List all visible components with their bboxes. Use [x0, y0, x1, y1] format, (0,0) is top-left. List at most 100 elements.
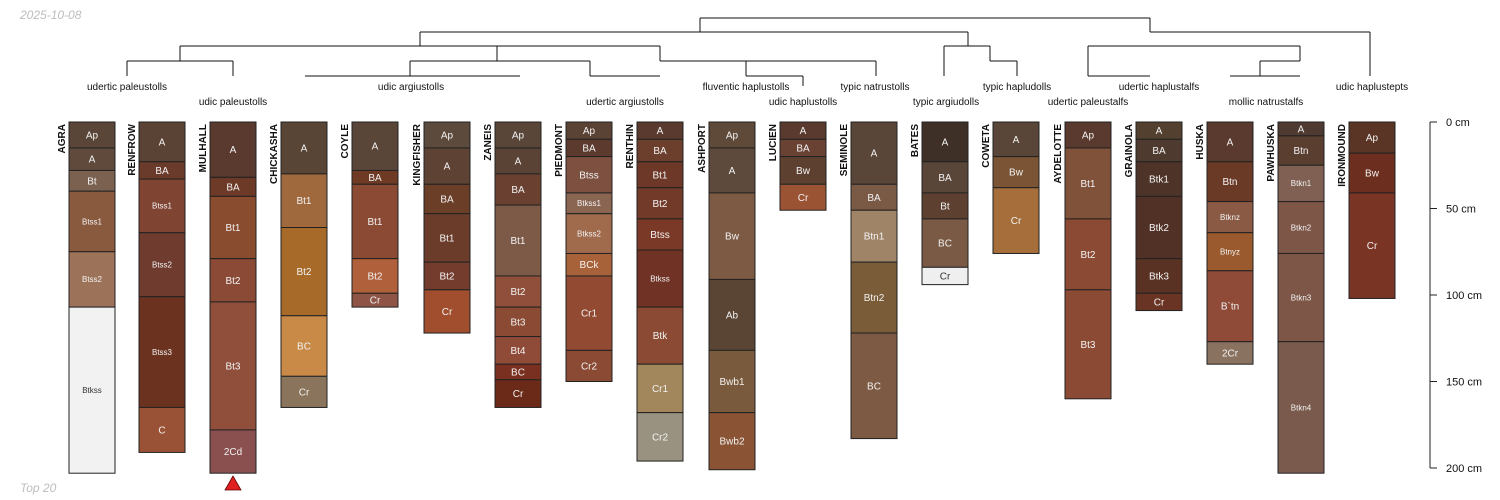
- horizon-label: BA: [440, 194, 454, 205]
- horizon-label: Btn: [1222, 177, 1237, 188]
- horizon-label: Bt1: [1080, 179, 1095, 190]
- horizon-bates-ba: [921, 161, 969, 194]
- horizon-agra-btss1: [68, 190, 116, 253]
- horizon-zaneis-ap: [494, 121, 542, 149]
- horizon-label: Btnyz: [1220, 248, 1240, 257]
- horizon-mulhall-bt3: [209, 301, 257, 431]
- horizon-bates-bt: [921, 192, 969, 220]
- horizon-label: Btk3: [1149, 271, 1169, 282]
- horizon-zaneis-bt2: [494, 275, 542, 308]
- horizon-lucien-bw: [779, 156, 827, 185]
- profile-coyle: A BA Bt1 Bt2 Cr COYLE: [340, 121, 399, 308]
- horizon-mulhall-a: [209, 121, 257, 178]
- horizon-label: Bw: [1009, 168, 1024, 179]
- profile-bates: A BA Bt BC Cr BATES: [910, 121, 969, 286]
- horizon-label: A: [301, 143, 308, 154]
- horizon-label: Cr: [940, 271, 951, 282]
- horizon-label: Ap: [1366, 133, 1379, 144]
- horizon-chickasha-bc: [280, 315, 328, 377]
- horizon-label: Btn2: [864, 293, 885, 304]
- horizon-label: Cr: [513, 389, 524, 400]
- horizon-label: Ap: [726, 130, 739, 141]
- horizon-label: Cr2: [581, 361, 598, 372]
- horizon-renthin-btss: [636, 218, 684, 251]
- horizon-zaneis-ba: [494, 173, 542, 206]
- profile-ashport: Ap A Bw Ab Bwb1 Bwb2 ASHPORT: [697, 121, 756, 471]
- horizon-coyle-bt2: [351, 258, 399, 294]
- horizon-label: A: [372, 142, 379, 153]
- group-label: mollic natrustalfs: [1229, 97, 1303, 108]
- horizon-agra-btss2: [68, 251, 116, 308]
- profile-name: GRAINOLA: [1124, 124, 1135, 177]
- horizon-piedmont-btkss2: [565, 213, 613, 254]
- horizon-label: A: [1156, 126, 1163, 137]
- horizon-label: Bt2: [367, 271, 382, 282]
- horizon-renthin-bt2: [636, 187, 684, 220]
- horizon-label: Bt1: [296, 196, 311, 207]
- horizon-label: Btkn2: [1291, 223, 1312, 232]
- horizon-label: BC: [938, 239, 952, 250]
- horizon-kingfisher-ap: [423, 121, 471, 149]
- axis-tick-label: 50 cm: [1446, 204, 1476, 216]
- horizon-seminole-btn2: [850, 261, 898, 334]
- horizon-label: A: [657, 126, 664, 137]
- horizon-label: A: [1013, 135, 1020, 146]
- horizon-label: Cr: [299, 387, 310, 398]
- horizon-label: Bt2: [510, 287, 525, 298]
- horizon-agra-btkss: [68, 306, 116, 474]
- horizon-label: B`tn: [1221, 301, 1239, 313]
- horizon-label: Bt1: [367, 217, 382, 228]
- horizon-label: Cr: [1367, 241, 1378, 252]
- horizon-kingfisher-a: [423, 147, 471, 185]
- horizon-piedmont-cr2: [565, 349, 613, 382]
- horizon-bates-cr: [921, 266, 969, 286]
- horizon-huska-btn: [1206, 161, 1254, 203]
- horizon-label: Btkn4: [1291, 403, 1312, 412]
- horizon-label: Btkss2: [577, 229, 602, 238]
- profile-name: AGRA: [57, 124, 68, 153]
- horizon-label: BA: [511, 185, 525, 196]
- horizon-aydelotte-bt1: [1064, 147, 1112, 220]
- horizon-grainola-btk3: [1135, 258, 1183, 294]
- horizon-renthin-cr2: [636, 412, 684, 462]
- horizon-label: Bt1: [652, 170, 667, 181]
- horizon-label: 2Cd: [224, 447, 242, 458]
- horizon-label: A: [515, 156, 522, 167]
- dendrogram: [126, 17, 1371, 86]
- horizon-coweta-cr: [992, 187, 1040, 254]
- horizon-lucien-cr: [779, 183, 827, 211]
- profile-kingfisher: Ap A BA Bt1 Bt2 Cr KINGFISHER: [412, 121, 471, 334]
- footer-label: Top 20: [20, 481, 57, 495]
- horizon-renfrow-a: [138, 121, 186, 163]
- profile-name: BATES: [910, 124, 921, 157]
- horizon-label: Btss: [650, 230, 669, 241]
- group-label: udic paleustolls: [199, 97, 267, 108]
- horizon-coweta-bw: [992, 156, 1040, 189]
- date-label: 2025-10-08: [20, 8, 82, 22]
- profile-name: HUSKA: [1195, 124, 1206, 160]
- horizon-zaneis-cr: [494, 379, 542, 408]
- profile-seminole: A BA Btn1 Btn2 BC SEMINOLE: [839, 121, 898, 440]
- horizon-label: Btss2: [152, 261, 173, 270]
- horizon-aydelotte-bt2: [1064, 218, 1112, 291]
- profile-agra: Ap A Bt Btss1 Btss2 Btkss AGRA: [57, 121, 116, 474]
- profile-chickasha: A Bt1 Bt2 BC Cr CHICKASHA: [269, 121, 328, 408]
- horizon-zaneis-bt4: [494, 336, 542, 365]
- axis-tick-label: 200 cm: [1446, 463, 1482, 475]
- truncation-marker: [224, 475, 242, 491]
- profile-name: COWETA: [981, 124, 992, 168]
- profile-name: IRONMOUND: [1337, 124, 1348, 187]
- horizon-pawhuska-btn: [1277, 135, 1325, 166]
- axis-tick-label: 0 cm: [1446, 117, 1470, 129]
- horizon-label: Ab: [726, 310, 739, 321]
- horizon-label: Bt4: [510, 346, 525, 357]
- horizon-pawhuska-btkn1: [1277, 164, 1325, 203]
- horizon-label: Ap: [583, 126, 596, 137]
- profile-name: COYLE: [340, 124, 351, 159]
- horizon-label: Btkss: [82, 386, 102, 395]
- horizon-label: Ap: [512, 130, 525, 141]
- horizon-label: A: [89, 155, 96, 166]
- horizon-mulhall-bt2: [209, 258, 257, 303]
- horizon-grainola-btk1: [1135, 161, 1183, 197]
